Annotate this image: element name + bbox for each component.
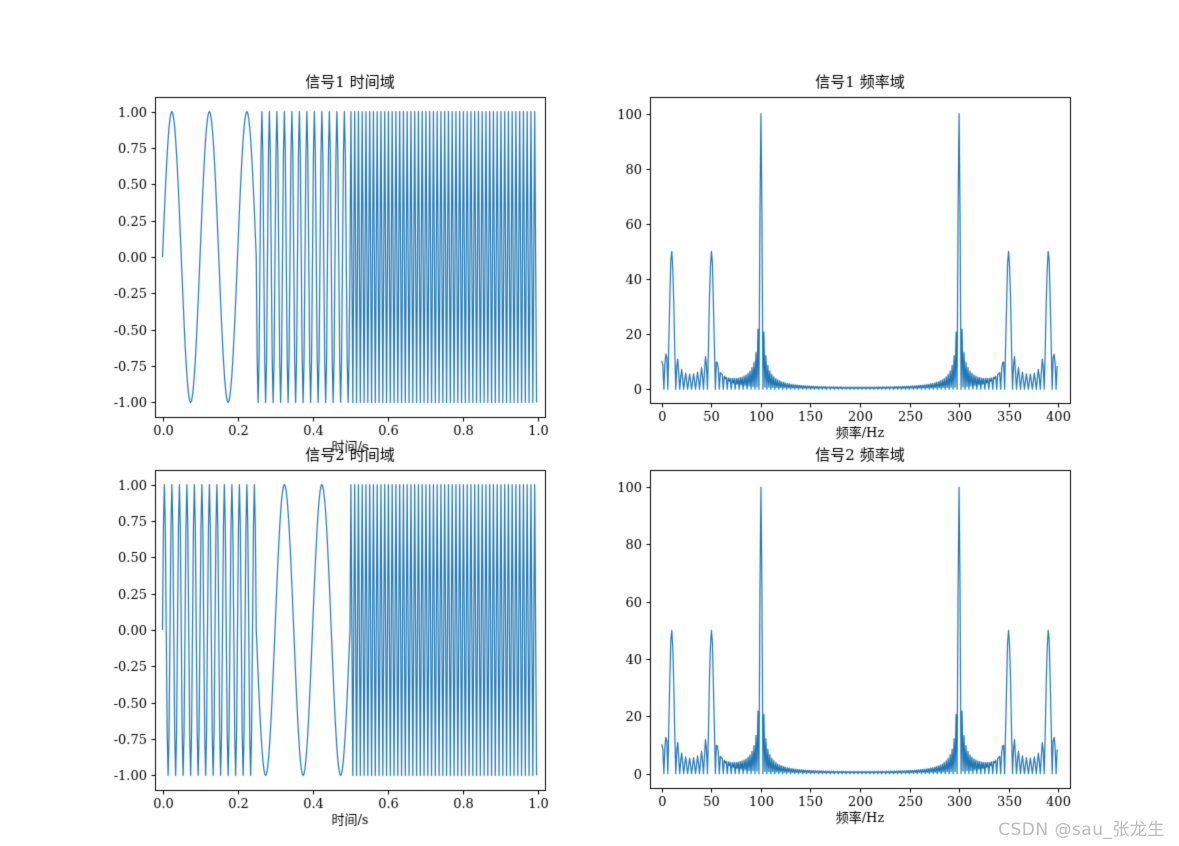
watermark-text: CSDN @sau_张龙生: [998, 820, 1165, 840]
